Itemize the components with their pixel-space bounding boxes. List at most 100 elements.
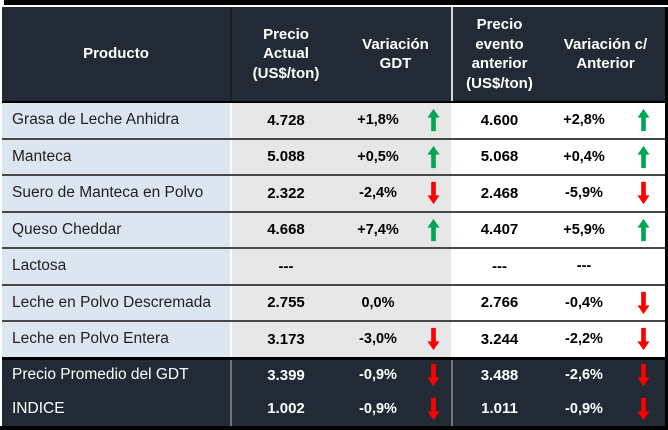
header-precio-actual: Precio Actual (US$/ton): [252, 25, 320, 82]
down-arrow-icon: [637, 182, 650, 205]
previous-variation-cell: ---: [546, 249, 665, 284]
gdt-variation-value: +0,5%: [357, 148, 399, 165]
current-price-cell: 2.755: [232, 285, 340, 320]
previous-variation-arrow-slot: [622, 108, 665, 132]
gdt-variation-cell: -0,9%: [340, 391, 453, 426]
down-arrow-icon: [637, 397, 650, 420]
previous-variation-arrow-slot: [622, 218, 665, 242]
gdt-variation-value: +7,4%: [357, 221, 399, 238]
up-arrow-icon: [637, 145, 650, 168]
product-name-cell: Grasa de Leche Anhidra: [2, 103, 232, 138]
gdt-variation-arrow-slot: [416, 397, 451, 421]
down-arrow-icon: [637, 291, 650, 314]
previous-variation-arrow-slot: [622, 363, 665, 387]
up-arrow-icon: [427, 145, 440, 168]
current-price-cell: 5.088: [232, 139, 340, 174]
gdt-variation-cell: +7,4%: [340, 212, 453, 247]
table-top-border: [4, 0, 668, 5]
table-row: Precio Promedio del GDT 3.399 -0,9% 3.48…: [2, 356, 665, 392]
up-arrow-icon: [637, 109, 650, 132]
table-row: Queso Cheddar 4.668 +7,4% 4.407 +5,9%: [2, 210, 665, 247]
down-arrow-icon: [427, 328, 440, 351]
previous-variation-cell: +2,8%: [546, 103, 665, 138]
current-price-cell: 1.002: [267, 400, 305, 418]
previous-variation-cell: +5,9%: [546, 212, 665, 247]
gdt-variation-cell: -0,9%: [340, 359, 453, 392]
up-arrow-icon: [427, 109, 440, 132]
current-price-cell: ---: [232, 249, 340, 284]
current-price-cell: 3.399: [267, 366, 305, 384]
gdt-variation-cell: 0,0%: [340, 285, 453, 320]
gdt-variation-cell: [340, 249, 453, 284]
previous-variation-cell: -0,9%: [546, 391, 665, 426]
gdt-variation-arrow-slot: [416, 181, 451, 205]
previous-price-cell: 3.488: [480, 366, 519, 384]
table-row: Leche en Polvo Descremada 2.755 0,0% 2.7…: [2, 283, 665, 320]
previous-price-cell: 1.011: [481, 400, 518, 418]
gdt-variation-value: -3,0%: [359, 331, 397, 348]
previous-variation-cell: -2,6%: [546, 360, 665, 392]
current-price-cell: 3.173: [232, 322, 340, 357]
down-arrow-icon: [427, 182, 440, 205]
previous-price-cell: 2.468: [453, 176, 546, 211]
gdt-variation-value: 0,0%: [361, 294, 395, 311]
previous-variation-value: -2,6%: [565, 367, 603, 384]
previous-price-cell: 3.244: [453, 322, 546, 357]
gdt-variation-cell: -3,0%: [340, 322, 453, 357]
previous-price-cell: 2.766: [453, 285, 546, 320]
table-row: INDICE 1.002 -0,9% 1.011 -0,9%: [2, 391, 665, 426]
current-price-cell: 2.322: [232, 176, 340, 211]
table-row: Leche en Polvo Entera 3.173 -3,0% 3.244 …: [2, 320, 665, 357]
previous-variation-value: -5,9%: [565, 185, 603, 202]
gdt-variation-value: -2,4%: [359, 185, 397, 202]
gdt-variation-value: -0,9%: [359, 400, 397, 417]
up-arrow-icon: [637, 218, 650, 241]
previous-variation-arrow-slot: [622, 397, 665, 421]
previous-variation-value: -0,9%: [565, 400, 603, 417]
previous-variation-cell: +0,4%: [546, 139, 665, 174]
gdt-variation-arrow-slot: [416, 363, 451, 387]
header-precio-evento-anterior: Precio evento anterior (US$/ton): [466, 16, 533, 92]
gdt-variation-arrow-slot: [416, 218, 451, 242]
header-producto: Producto: [2, 7, 232, 101]
gdt-variation-value: +1,8%: [357, 112, 399, 129]
down-arrow-icon: [427, 397, 440, 420]
previous-variation-arrow-slot: [622, 181, 665, 205]
product-name-cell: Leche en Polvo Entera: [2, 322, 232, 357]
table-row: Grasa de Leche Anhidra 4.728 +1,8% 4.600…: [2, 101, 665, 138]
gdt-variation-cell: +1,8%: [340, 103, 453, 138]
down-arrow-icon: [637, 364, 650, 387]
previous-variation-arrow-slot: [622, 145, 665, 169]
previous-price-cell: ---: [453, 249, 546, 284]
previous-variation-cell: -2,2%: [546, 322, 665, 357]
table-body: Grasa de Leche Anhidra 4.728 +1,8% 4.600…: [2, 101, 665, 426]
table-row: Suero de Manteca en Polvo 2.322 -2,4% 2.…: [2, 174, 665, 211]
gdt-variation-arrow-slot: [416, 108, 451, 132]
previous-price-cell: 5.068: [453, 139, 546, 174]
product-name-cell: Precio Promedio del GDT: [2, 359, 232, 392]
previous-variation-cell: -5,9%: [546, 176, 665, 211]
product-name-cell: Lactosa: [2, 249, 232, 284]
previous-variation-value: -0,4%: [565, 294, 603, 311]
product-name-cell: Queso Cheddar: [2, 212, 232, 247]
previous-variation-value: +0,4%: [563, 148, 605, 165]
table-grid: Producto Precio Actual (US$/ton) Variaci…: [2, 7, 668, 426]
gdt-variation-cell: +0,5%: [340, 139, 453, 174]
previous-variation-cell: -0,4%: [546, 285, 665, 320]
header-variacion-gdt: Variación GDT: [340, 7, 453, 101]
product-name-cell: Suero de Manteca en Polvo: [2, 176, 232, 211]
current-price-cell: 4.668: [232, 212, 340, 247]
table-row: Lactosa --- --- ---: [2, 247, 665, 284]
gdt-variation-value: -0,9%: [359, 367, 397, 384]
product-name-cell: INDICE: [2, 391, 232, 426]
gdt-variation-arrow-slot: [416, 327, 451, 351]
gdt-variation-arrow-slot: [416, 145, 451, 169]
previous-variation-value: ---: [576, 258, 592, 275]
up-arrow-icon: [427, 218, 440, 241]
table-header-row: Producto Precio Actual (US$/ton) Variaci…: [2, 7, 665, 101]
previous-variation-arrow-slot: [622, 291, 665, 315]
previous-variation-value: +2,8%: [563, 112, 605, 129]
previous-price-cell: 4.407: [453, 212, 546, 247]
previous-variation-arrow-slot: [622, 327, 665, 351]
